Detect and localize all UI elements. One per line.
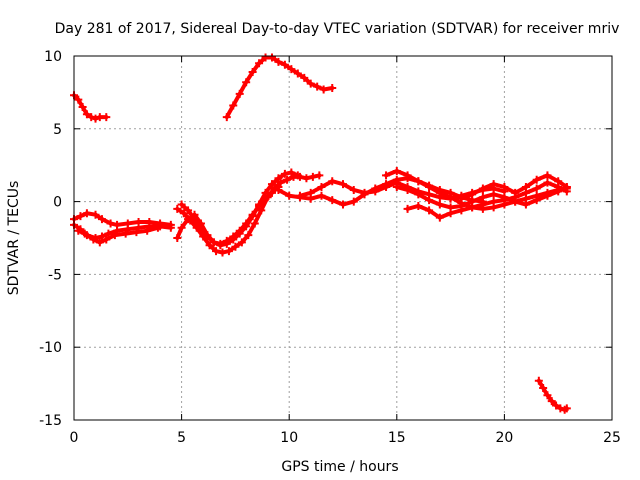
series-segment: [246, 221, 257, 238]
y-tick-label: 5: [53, 122, 62, 138]
series-arc-6: [173, 171, 324, 257]
x-tick-label: 15: [388, 430, 406, 446]
series-arc-8: [222, 53, 337, 122]
x-tick-label: 5: [177, 430, 186, 446]
axes: [73, 55, 613, 421]
series-segment: [351, 192, 367, 204]
series-segment: [257, 190, 268, 207]
series-segment: [244, 214, 255, 229]
series-segment: [523, 177, 539, 190]
x-tick-label: 0: [70, 430, 79, 446]
y-tick-label: 0: [53, 195, 62, 211]
data-point: [166, 223, 175, 232]
series-arc-13: [403, 178, 571, 222]
tick-labels: 0 5 10 15 20 25 -15 -10 -5 0 5 10: [39, 49, 621, 446]
data-point: [562, 183, 571, 192]
data-points: [70, 53, 571, 414]
data-point: [102, 113, 111, 122]
series-arc-4: [74, 223, 162, 247]
series-segment: [427, 208, 442, 220]
y-tick-label: -15: [39, 413, 62, 429]
data-point: [153, 223, 162, 232]
series-arc-14: [457, 171, 571, 203]
x-axis-label: GPS time / hours: [281, 459, 398, 475]
series-arc-7: [177, 168, 302, 250]
y-tick-label: -10: [39, 340, 62, 356]
x-tick-label: 20: [495, 430, 513, 446]
y-tick-label: -5: [48, 267, 62, 283]
series-arc-2: [70, 209, 175, 229]
series-segment: [231, 91, 242, 108]
data-point: [315, 171, 324, 180]
data-point: [293, 171, 302, 180]
plot-frame: [73, 55, 613, 421]
x-tick-label: 25: [603, 430, 621, 446]
series-segment: [244, 70, 255, 85]
series-segment: [259, 195, 270, 213]
series-arc-1: [70, 91, 111, 123]
chart-title: Day 281 of 2017, Sidereal Day-to-day VTE…: [55, 21, 620, 37]
series-segment: [250, 202, 262, 219]
series-segment: [192, 217, 203, 232]
series-segment: [224, 103, 236, 120]
x-tick-label: 10: [280, 430, 298, 446]
y-tick-label: 10: [44, 49, 62, 65]
series-segment: [252, 208, 264, 226]
data-point: [328, 84, 337, 93]
series-arc-15: [534, 376, 571, 414]
grid: [74, 56, 612, 420]
data-point: [562, 404, 571, 413]
y-axis-label: SDTVAR / TECUs: [6, 181, 22, 296]
series-segment: [237, 80, 249, 96]
